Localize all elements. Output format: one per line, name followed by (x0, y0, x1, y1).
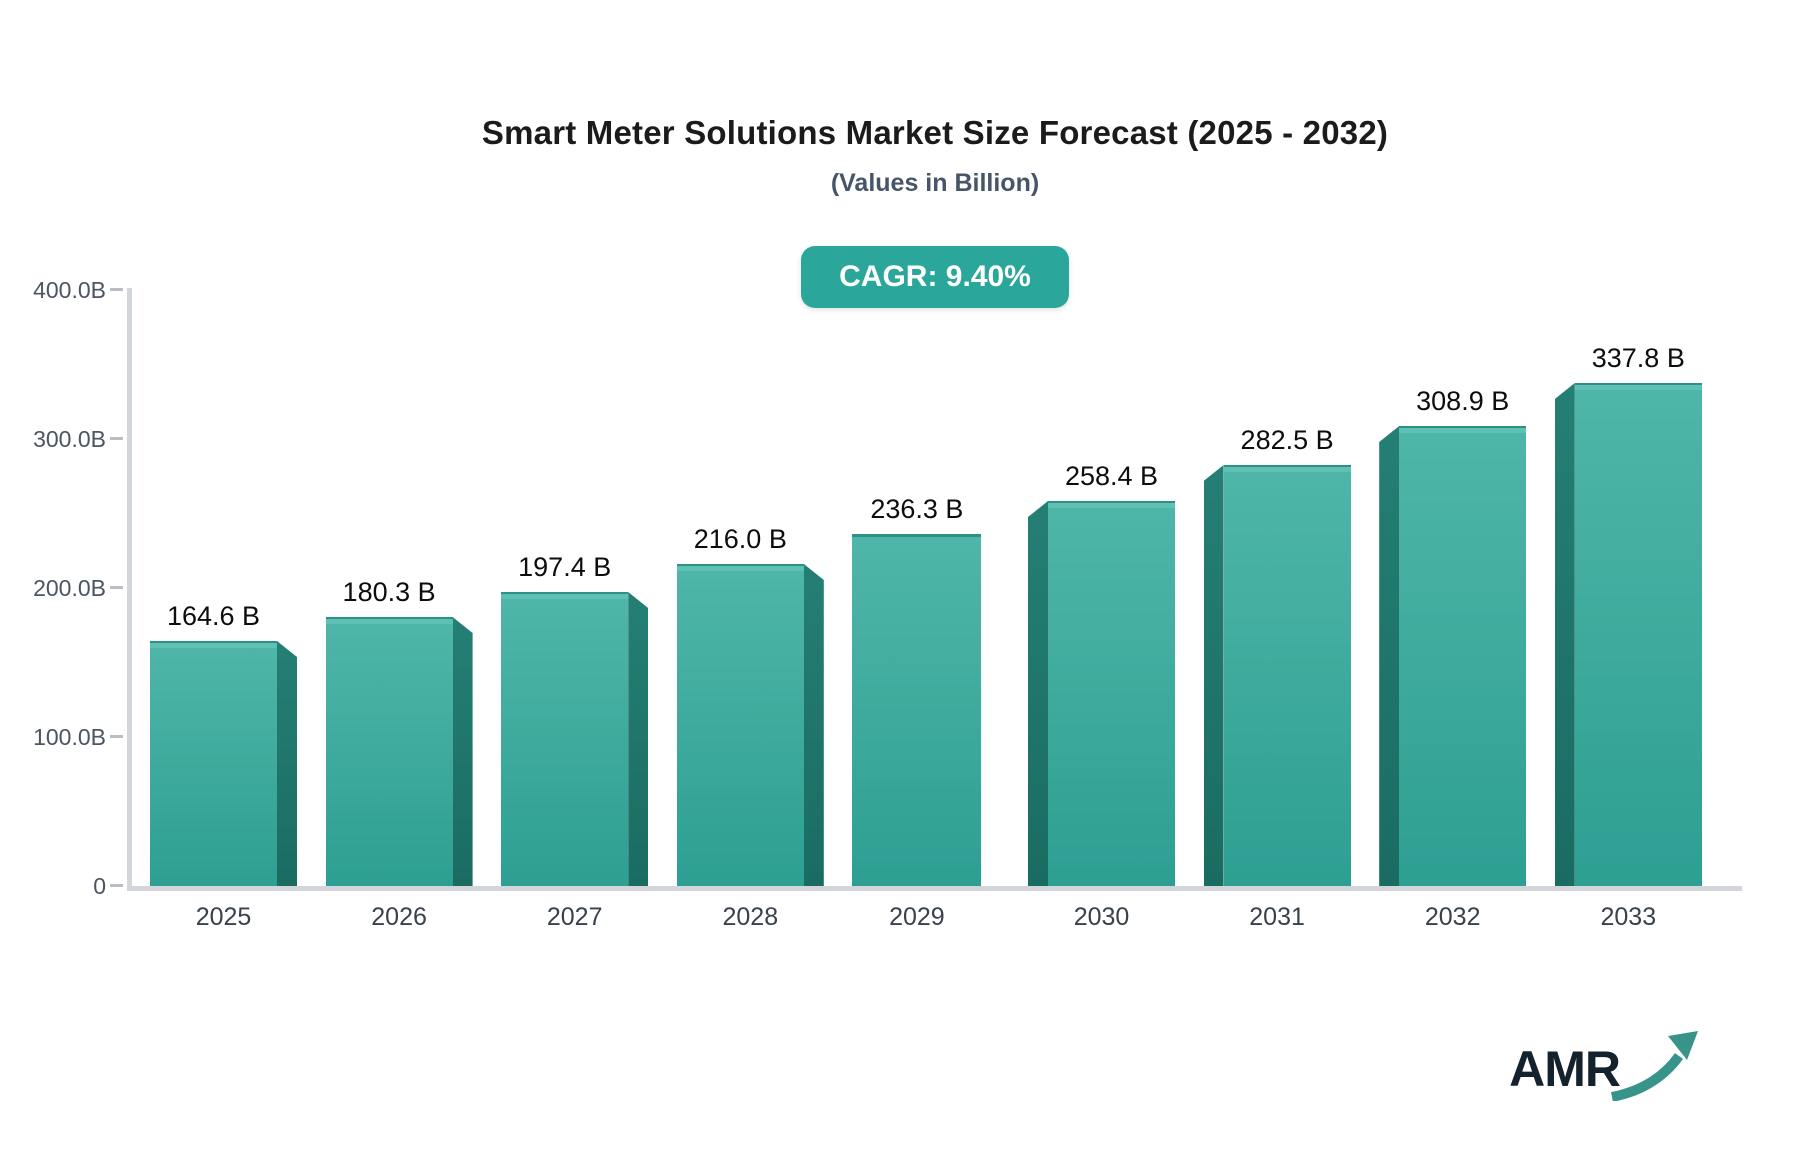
bar-side-face (1554, 383, 1575, 886)
y-tick-label: 100.0B (33, 724, 106, 750)
x-tick-label-2025: 2025 (195, 903, 252, 931)
bar-2025 (150, 641, 277, 886)
x-tick-label-2030: 2030 (1073, 903, 1130, 931)
bar-side-face (1379, 426, 1400, 886)
x-tick-label-2033: 2033 (1600, 903, 1657, 931)
y-tick-mark (110, 884, 123, 887)
bar-2030 (1048, 501, 1175, 886)
bar-top-face (1399, 428, 1527, 433)
bar-2029 (852, 534, 982, 886)
y-tick-mark (110, 586, 123, 589)
bar-2028 (676, 564, 804, 886)
bar-top-face (1574, 385, 1702, 390)
bar-2032 (1399, 426, 1527, 886)
bar-side-face (1028, 501, 1048, 886)
x-tick-label-2029: 2029 (889, 903, 945, 931)
x-tick-label-2026: 2026 (371, 903, 427, 931)
bar-value-label: 308.9 B (1416, 386, 1510, 416)
y-tick-mark (110, 288, 123, 291)
amr-logo-text: AMR (1509, 1041, 1621, 1097)
y-tick-mark (110, 437, 123, 440)
bar-value-label: 337.8 B (1591, 343, 1685, 373)
bar-top-face (501, 594, 629, 599)
y-tick-label: 400.0B (33, 277, 106, 303)
y-tick-label: 0 (93, 873, 106, 899)
bar-2031 (1223, 465, 1351, 886)
x-tick-label-2032: 2032 (1424, 903, 1481, 931)
y-axis-line (127, 288, 132, 888)
bar-side-face (628, 592, 649, 886)
chart-subtitle: (Values in Billion) (830, 169, 1040, 197)
cagr-badge: CAGR: 9.40% (801, 246, 1069, 308)
bar-value-label: 197.4 B (518, 552, 612, 582)
bar-value-label: 282.5 B (1240, 425, 1334, 455)
bar-2026 (325, 617, 453, 886)
bar-2033 (1574, 383, 1702, 886)
bar-value-label: 236.3 B (870, 494, 964, 524)
amr-logo: AMR (1509, 1031, 1700, 1101)
bar-side-face (803, 564, 824, 886)
chart-title: Smart Meter Solutions Market Size Foreca… (481, 114, 1389, 151)
bar-side-face (277, 641, 297, 886)
bar-top-face (1223, 467, 1351, 472)
bar-top-face (676, 566, 804, 571)
growth-arrow-icon (1610, 1031, 1698, 1101)
bar-top-face (150, 643, 277, 648)
x-tick-label-2027: 2027 (546, 903, 603, 931)
chart-header: Smart Meter Solutions Market Size Foreca… (130, 0, 1740, 308)
bar-top-face (1048, 503, 1175, 508)
bar-value-label: 258.4 B (1064, 461, 1159, 491)
bar-side-face (452, 617, 473, 886)
bar-2027 (501, 592, 629, 886)
x-tick-label-2028: 2028 (722, 903, 779, 931)
bar-top-face (325, 619, 453, 624)
x-axis-line (127, 886, 1742, 891)
bar-side-face (1203, 465, 1224, 886)
bar-value-label: 216.0 B (693, 524, 787, 554)
x-tick-label-2031: 2031 (1249, 903, 1305, 931)
bar-value-label: 164.6 B (166, 601, 261, 631)
y-tick-label: 200.0B (33, 575, 106, 601)
bar-value-label: 180.3 B (342, 577, 436, 607)
y-tick-label: 300.0B (33, 426, 106, 452)
y-tick-mark (110, 735, 123, 738)
